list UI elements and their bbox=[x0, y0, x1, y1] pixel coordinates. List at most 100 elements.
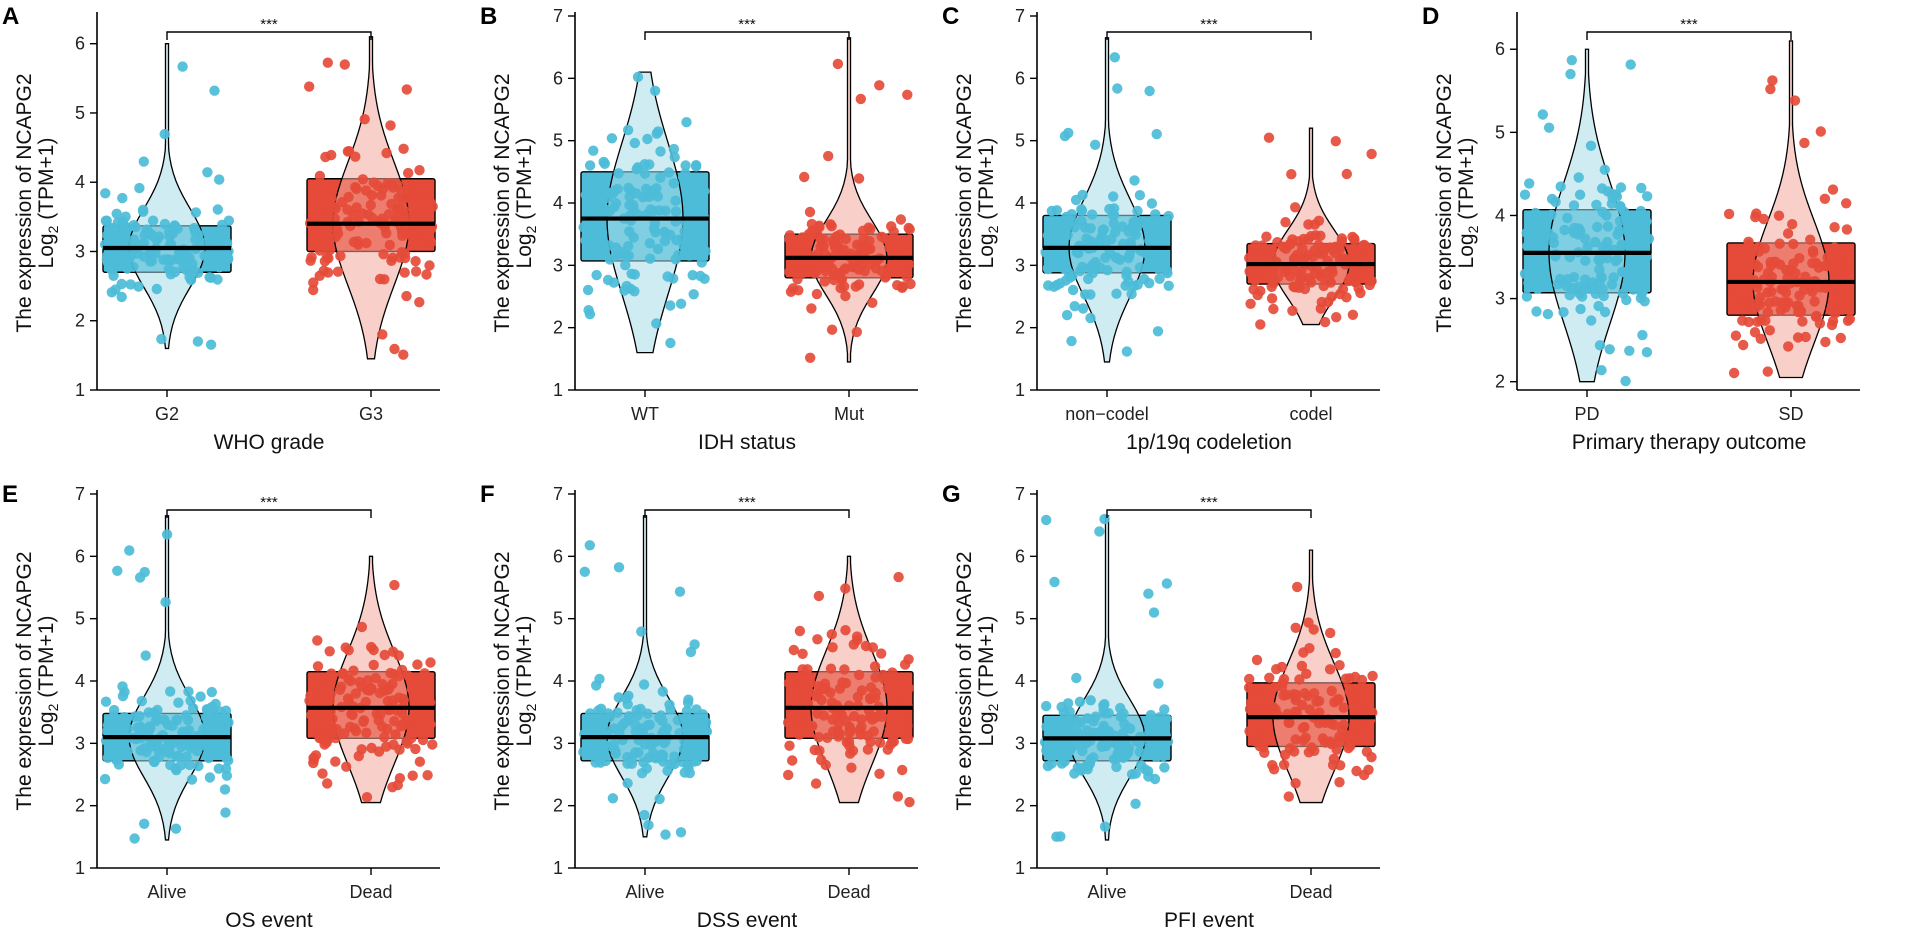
data-point bbox=[326, 192, 337, 204]
data-point bbox=[832, 58, 844, 70]
data-point bbox=[826, 324, 838, 335]
data-point bbox=[1732, 286, 1744, 297]
data-point bbox=[358, 716, 369, 727]
data-point bbox=[787, 755, 798, 766]
data-point bbox=[335, 250, 346, 262]
data-point bbox=[102, 752, 114, 763]
data-point bbox=[1278, 690, 1289, 701]
data-point bbox=[1090, 257, 1101, 268]
data-point bbox=[853, 669, 865, 681]
significance-bracket bbox=[1106, 31, 1312, 40]
data-point bbox=[173, 697, 184, 708]
data-point bbox=[687, 270, 698, 281]
data-point bbox=[418, 203, 429, 214]
y-tick-label: 4 bbox=[1015, 193, 1025, 213]
data-point bbox=[636, 626, 647, 637]
y-axis-title-unit: Log2 (TPM+1) bbox=[975, 138, 1001, 269]
data-point bbox=[695, 270, 706, 282]
data-point bbox=[1338, 702, 1349, 713]
data-point bbox=[840, 625, 851, 636]
data-point bbox=[160, 596, 171, 608]
data-point bbox=[1314, 707, 1325, 718]
data-point bbox=[826, 629, 837, 640]
x-axis-title: WHO grade bbox=[214, 431, 325, 454]
data-point bbox=[1290, 734, 1301, 745]
y-tick-label: 6 bbox=[75, 34, 85, 54]
data-point bbox=[1366, 148, 1377, 160]
y-tick-label: 6 bbox=[1495, 39, 1505, 59]
data-point bbox=[348, 665, 359, 676]
data-point bbox=[613, 692, 624, 703]
data-point bbox=[1576, 291, 1588, 302]
data-point bbox=[1531, 306, 1542, 317]
data-point bbox=[665, 337, 676, 349]
data-point bbox=[193, 760, 204, 772]
data-point bbox=[1325, 627, 1336, 639]
data-point bbox=[1357, 240, 1368, 251]
data-point bbox=[1800, 271, 1811, 282]
data-point bbox=[1088, 716, 1099, 727]
data-point bbox=[678, 757, 689, 768]
data-point bbox=[1083, 273, 1094, 285]
data-point bbox=[1153, 263, 1164, 275]
data-point bbox=[670, 206, 682, 217]
data-point bbox=[1086, 209, 1098, 220]
data-point bbox=[1074, 696, 1086, 707]
data-point bbox=[185, 695, 196, 706]
data-point bbox=[1596, 271, 1607, 282]
data-point bbox=[1628, 284, 1639, 295]
data-point bbox=[621, 280, 632, 292]
data-point bbox=[1152, 254, 1163, 265]
data-point bbox=[206, 251, 217, 262]
data-point bbox=[138, 156, 149, 167]
data-point bbox=[865, 243, 876, 255]
data-point bbox=[117, 690, 129, 702]
data-point bbox=[1351, 733, 1362, 744]
data-point bbox=[832, 726, 844, 737]
data-point bbox=[368, 644, 379, 656]
data-point bbox=[1642, 191, 1653, 202]
data-point bbox=[387, 252, 398, 263]
data-point bbox=[1132, 205, 1143, 217]
data-point bbox=[846, 762, 857, 773]
data-point bbox=[876, 231, 887, 242]
data-point bbox=[308, 284, 319, 296]
data-point bbox=[410, 183, 422, 194]
data-point bbox=[1569, 222, 1580, 234]
data-point bbox=[1815, 282, 1826, 293]
data-point bbox=[812, 634, 823, 645]
data-point bbox=[1330, 647, 1341, 659]
y-axis-title-log: Log bbox=[35, 711, 58, 746]
data-point bbox=[317, 734, 328, 745]
x-tick-label: SD bbox=[1778, 404, 1803, 424]
y-axis-title-subscript: 2 bbox=[985, 225, 1001, 233]
data-point bbox=[1266, 293, 1278, 304]
data-point bbox=[1063, 746, 1074, 758]
data-point bbox=[1332, 694, 1343, 706]
data-point bbox=[321, 251, 333, 262]
data-point bbox=[1837, 304, 1848, 315]
data-point bbox=[134, 572, 146, 583]
y-tick-label: 3 bbox=[1495, 289, 1505, 309]
data-point bbox=[679, 767, 690, 778]
data-point bbox=[1061, 309, 1073, 321]
data-point bbox=[851, 239, 863, 250]
data-point bbox=[1315, 303, 1326, 314]
significance-label: *** bbox=[1200, 16, 1218, 33]
data-point bbox=[214, 262, 225, 273]
data-point bbox=[853, 173, 865, 184]
data-point bbox=[1278, 759, 1290, 770]
data-point bbox=[212, 204, 223, 215]
data-point bbox=[823, 150, 834, 162]
data-point bbox=[683, 246, 695, 257]
data-point bbox=[810, 778, 822, 789]
x-axis-title: OS event bbox=[225, 909, 313, 931]
data-point bbox=[398, 143, 409, 154]
data-point bbox=[351, 183, 362, 195]
data-point bbox=[1331, 312, 1342, 323]
data-point bbox=[351, 202, 362, 213]
data-point bbox=[1844, 313, 1856, 325]
data-point bbox=[622, 778, 633, 789]
